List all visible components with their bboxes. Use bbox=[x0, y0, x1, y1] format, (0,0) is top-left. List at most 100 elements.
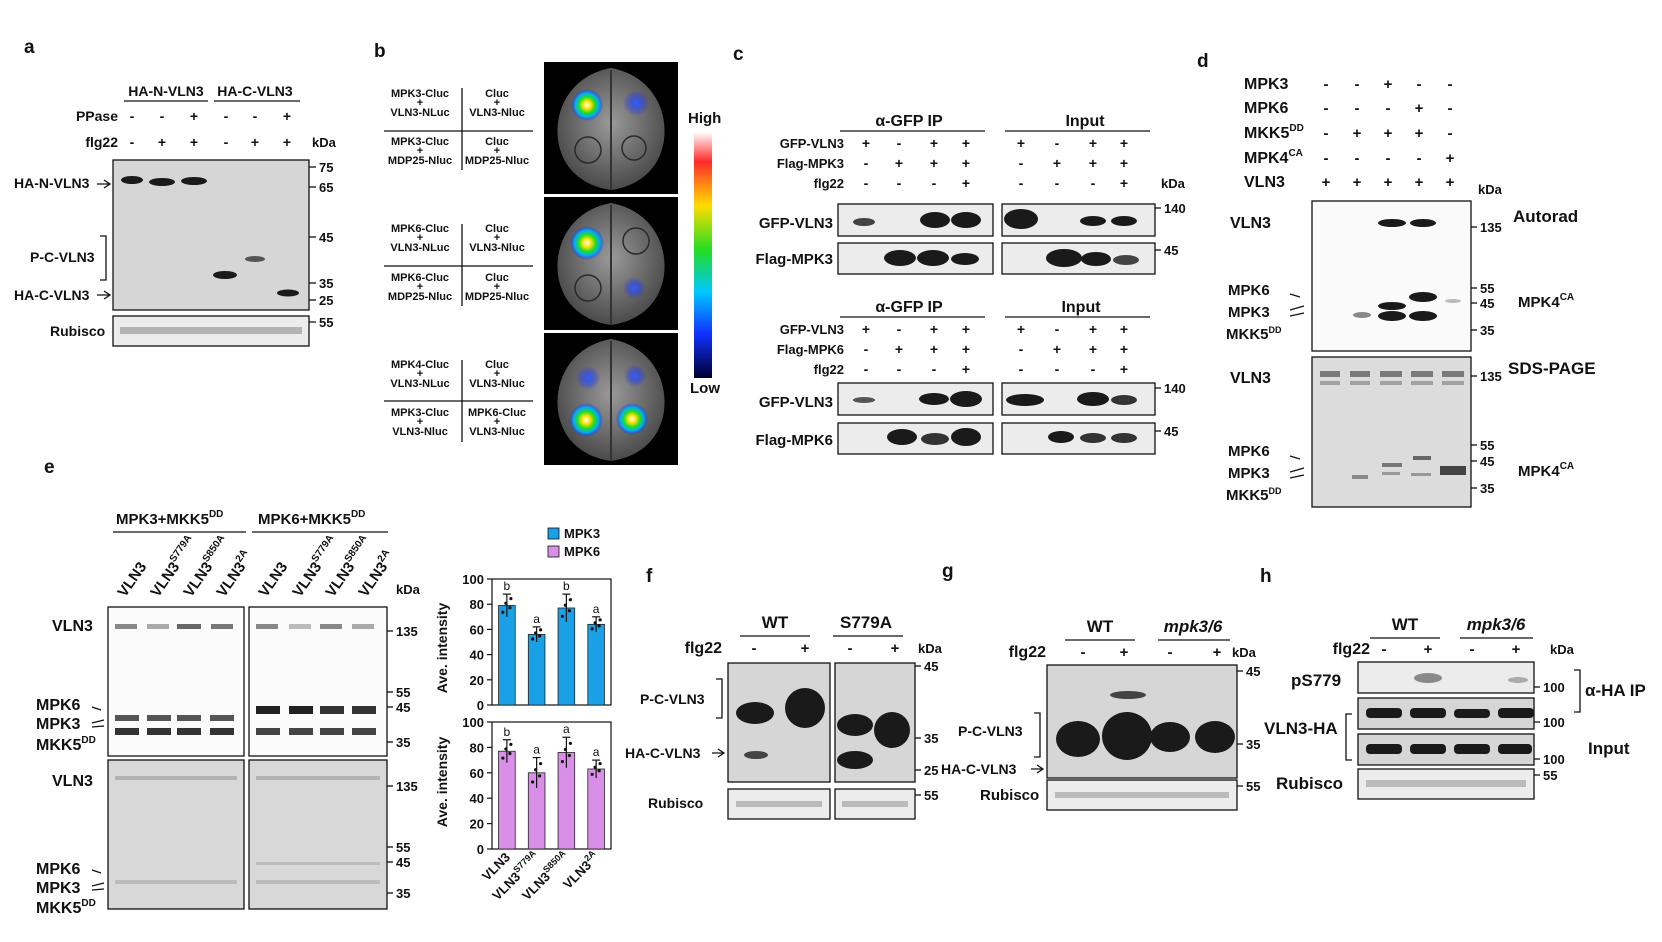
band-label: MPK6 bbox=[1228, 282, 1270, 299]
sign: - bbox=[1324, 100, 1329, 117]
row-label: VLN3 bbox=[1244, 174, 1285, 191]
band-label: P-C-VLN3 bbox=[640, 691, 705, 707]
sign: + bbox=[962, 175, 970, 191]
sign: - bbox=[224, 108, 229, 124]
group-label: WT bbox=[1392, 615, 1419, 634]
sign: - bbox=[864, 155, 869, 171]
bar bbox=[557, 607, 576, 706]
input-header: Input bbox=[1065, 113, 1105, 130]
panel-letter: h bbox=[1260, 566, 1272, 587]
sign: - bbox=[1055, 361, 1060, 377]
legend-swatch bbox=[547, 527, 560, 540]
kda-marker: 100 bbox=[1543, 680, 1565, 695]
row-label: Flag-MPK3 bbox=[777, 156, 844, 171]
data-point bbox=[504, 747, 508, 751]
sign: + bbox=[251, 134, 259, 150]
significance-letter: a bbox=[533, 743, 540, 757]
row-label: MPK3 bbox=[1244, 76, 1289, 93]
sign: - bbox=[1081, 644, 1086, 661]
bar bbox=[587, 623, 605, 706]
plus-sign: + bbox=[417, 232, 423, 244]
panel-g: g WT mpk3/6 flg22 - + - + kDa 45 35 55 P… bbox=[941, 561, 1260, 811]
bar bbox=[498, 750, 516, 850]
band-label: MKK5 bbox=[36, 737, 81, 754]
sign: - bbox=[897, 361, 902, 377]
plus-sign: + bbox=[417, 368, 423, 380]
svg-text:MKK5DD: MKK5DD bbox=[1226, 325, 1282, 343]
band-label: MKK5 bbox=[1226, 326, 1269, 343]
plus-sign: + bbox=[494, 145, 500, 157]
superscript: S850A bbox=[541, 848, 568, 875]
y-axis-label: Ave. intensity bbox=[434, 737, 450, 828]
construct-label: MPK3-Cluc bbox=[391, 136, 449, 148]
sign: - bbox=[1382, 641, 1387, 658]
construct-label: MPK6-Cluc bbox=[391, 223, 449, 235]
band-label: P-C-VLN3 bbox=[30, 249, 95, 265]
sign: - bbox=[130, 108, 135, 124]
sign: - bbox=[1091, 175, 1096, 191]
band-label: MKK5 bbox=[36, 900, 81, 917]
ip-label: α-HA IP bbox=[1585, 681, 1646, 700]
plus-sign: + bbox=[417, 416, 423, 428]
blot-label: Flag-MPK6 bbox=[755, 432, 833, 449]
autorad-bands bbox=[115, 624, 376, 735]
kda-marker: 135 bbox=[1480, 369, 1502, 384]
kda-marker: 55 bbox=[924, 788, 938, 803]
sign: - bbox=[848, 640, 853, 657]
construct-label: MDP25-Nluc bbox=[388, 291, 452, 303]
plus-sign: + bbox=[494, 416, 500, 428]
sign: + bbox=[283, 134, 291, 150]
legend-label: MPK3 bbox=[564, 526, 600, 541]
lane-label: VLN32A bbox=[354, 548, 399, 601]
gel-bands bbox=[115, 776, 380, 884]
sign: - bbox=[1168, 644, 1173, 661]
sign: + bbox=[1512, 641, 1521, 658]
sign: - bbox=[1386, 100, 1391, 117]
kda-marker: 25 bbox=[924, 763, 938, 778]
sign: + bbox=[962, 155, 970, 171]
significance-letter: b bbox=[563, 579, 570, 593]
group-label: MPK3+MKK5 bbox=[116, 511, 209, 528]
band-label: HA-C-VLN3 bbox=[14, 287, 90, 303]
kda-marker: 45 bbox=[319, 230, 333, 245]
group-label: HA-N-VLN3 bbox=[128, 83, 204, 99]
superscript: DD bbox=[209, 509, 223, 520]
sign: + bbox=[862, 135, 870, 151]
kda-marker: 45 bbox=[396, 700, 410, 715]
kda-label: kDa bbox=[312, 135, 337, 150]
data-point bbox=[568, 741, 572, 745]
superscript: S850A bbox=[343, 533, 370, 564]
sign: - bbox=[1055, 175, 1060, 191]
band-label: MKK5 bbox=[1226, 487, 1269, 504]
sign: - bbox=[224, 134, 229, 150]
sign: - bbox=[752, 640, 757, 657]
band bbox=[213, 271, 237, 279]
construct-label: MDP25-Nluc bbox=[388, 155, 452, 167]
construct-label: VLN3-Nluc bbox=[469, 107, 525, 119]
y-tick-label: 60 bbox=[470, 766, 484, 781]
y-tick-label: 0 bbox=[477, 842, 484, 857]
kda-label: kDa bbox=[1550, 642, 1575, 657]
superscript: CA bbox=[1560, 461, 1574, 472]
ip-header: α-GFP IP bbox=[875, 113, 943, 130]
significance-letter: b bbox=[504, 725, 511, 739]
data-point bbox=[538, 774, 542, 778]
svg-text:MKK5DD: MKK5DD bbox=[36, 735, 96, 754]
sign: + bbox=[190, 134, 198, 150]
kda-marker: 45 bbox=[1246, 664, 1260, 679]
band bbox=[149, 178, 175, 186]
y-tick-label: 40 bbox=[470, 648, 484, 663]
panel-h: h WT mpk3/6 flg22 - + - + kDa 100 100 10… bbox=[1260, 566, 1646, 800]
lane-name: VLN3 bbox=[289, 559, 325, 600]
data-point bbox=[567, 609, 571, 613]
kda-marker: 35 bbox=[1246, 737, 1260, 752]
kda-marker: 75 bbox=[319, 160, 333, 175]
bar bbox=[587, 768, 605, 850]
row-label: flg22 bbox=[814, 362, 844, 377]
luminescence-scale-bar bbox=[694, 132, 712, 378]
panel-a: a HA-N-VLN3 HA-C-VLN3 PPase flg22 - - + … bbox=[14, 37, 337, 347]
construct-label: MPK6-Cluc bbox=[468, 407, 526, 419]
sign: + bbox=[1120, 321, 1128, 337]
construct-label: MPK3-Cluc bbox=[391, 407, 449, 419]
band-label: pS779 bbox=[1291, 671, 1341, 690]
